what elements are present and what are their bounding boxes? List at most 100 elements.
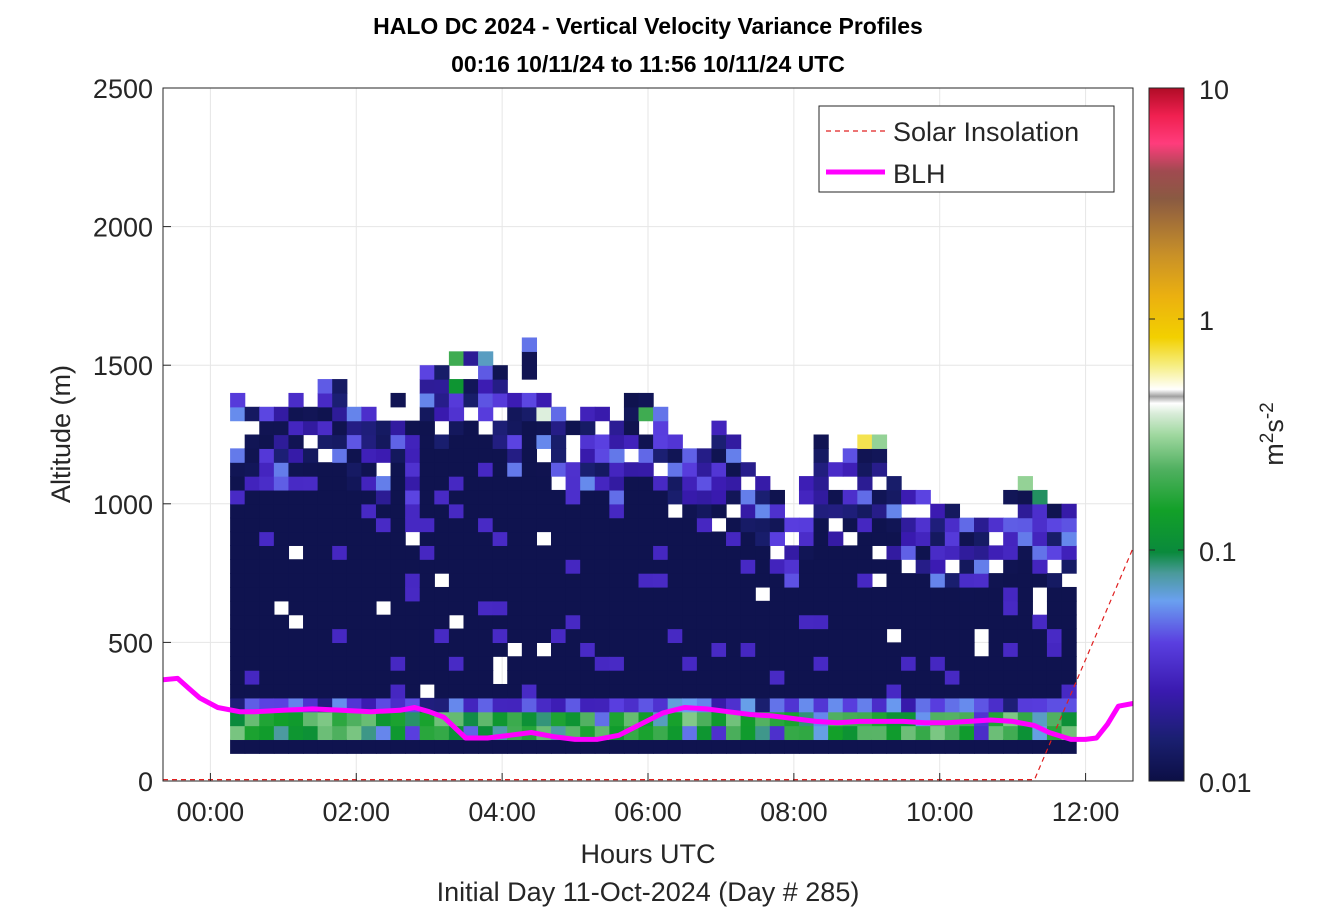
- heatmap-cell: [769, 586, 785, 602]
- colorbar-tick-label: 0.1: [1199, 537, 1237, 567]
- heatmap-cell: [405, 642, 421, 657]
- heatmap-cell: [638, 586, 654, 602]
- heatmap-cell: [638, 503, 654, 519]
- heatmap-cell: [944, 503, 961, 519]
- heatmap-cell: [565, 614, 581, 630]
- heatmap-cell: [332, 379, 348, 394]
- heatmap-cell: [565, 559, 581, 574]
- heatmap-cell: [726, 586, 742, 602]
- heatmap-cell: [726, 656, 742, 671]
- heatmap-cell: [944, 697, 961, 713]
- heatmap-cell: [565, 739, 581, 754]
- heatmap-cell: [332, 573, 348, 588]
- heatmap-cell: [609, 670, 625, 685]
- heatmap-cell: [244, 586, 260, 602]
- heatmap-cell: [521, 642, 538, 657]
- heatmap-cell: [303, 614, 319, 630]
- heatmap-cell: [667, 545, 683, 560]
- heatmap-cell: [813, 448, 829, 463]
- heatmap-cell: [230, 573, 246, 588]
- heatmap-cell: [551, 586, 567, 602]
- heatmap-cell: [492, 392, 508, 408]
- heatmap-cell: [813, 656, 829, 671]
- heatmap-cell: [230, 476, 246, 491]
- heatmap-cell: [784, 656, 800, 671]
- heatmap-cell: [915, 573, 931, 588]
- heatmap-cell: [1046, 739, 1063, 754]
- heatmap-cell: [711, 476, 727, 491]
- heatmap-cell: [594, 545, 610, 560]
- heatmap-cell: [871, 656, 888, 671]
- heatmap-cell: [857, 586, 873, 602]
- heatmap-cell: [842, 503, 858, 519]
- heatmap-cell: [448, 600, 465, 616]
- heatmap-cell: [273, 531, 290, 546]
- heatmap-cell: [521, 670, 538, 685]
- heatmap-cell: [886, 476, 902, 491]
- heatmap-cell: [594, 406, 610, 422]
- heatmap-cell: [711, 683, 727, 699]
- heatmap-cell: [478, 628, 494, 643]
- heatmap-cell: [871, 586, 888, 602]
- heatmap-cell: [638, 448, 654, 463]
- heatmap-cell: [959, 573, 975, 588]
- heatmap-cell: [478, 503, 494, 519]
- heatmap-cell: [944, 531, 961, 546]
- heatmap-cell: [755, 683, 771, 699]
- heatmap-cell: [230, 739, 246, 754]
- heatmap-cell: [930, 642, 946, 657]
- heatmap-cell: [653, 600, 669, 616]
- heatmap-cell: [901, 573, 917, 588]
- heatmap-cell: [871, 614, 888, 630]
- heatmap-cell: [448, 670, 465, 685]
- heatmap-cell: [551, 670, 567, 685]
- heatmap-cell: [1017, 725, 1033, 741]
- heatmap-cell: [1032, 545, 1048, 560]
- heatmap-cell: [857, 517, 873, 533]
- heatmap-cell: [375, 711, 392, 727]
- heatmap-cell: [448, 545, 465, 560]
- heatmap-cell: [448, 697, 465, 713]
- heatmap-cell: [711, 503, 727, 519]
- heatmap-cell: [332, 614, 348, 630]
- heatmap-cell: [915, 739, 931, 754]
- heatmap-cell: [361, 489, 377, 505]
- heatmap-cell: [346, 448, 362, 463]
- chart-subtitle: 00:16 10/11/24 to 11:56 10/11/24 UTC: [451, 51, 845, 77]
- y-tick-label: 2500: [93, 74, 153, 104]
- heatmap-cell: [682, 628, 698, 643]
- heatmap-cell: [623, 739, 640, 754]
- heatmap-cell: [536, 545, 552, 560]
- heatmap-cell: [609, 642, 625, 657]
- heatmap-cell: [813, 670, 829, 685]
- heatmap-cell: [653, 642, 669, 657]
- heatmap-cell: [273, 420, 290, 436]
- heatmap-cell: [390, 448, 406, 463]
- heatmap-cell: [1003, 600, 1019, 616]
- heatmap-cell: [1017, 614, 1033, 630]
- heatmap-cell: [988, 600, 1004, 616]
- heatmap-cell: [857, 642, 873, 657]
- heatmap-cell: [667, 656, 683, 671]
- heatmap-cell: [813, 642, 829, 657]
- heatmap-cell: [434, 365, 450, 380]
- heatmap-cell: [988, 545, 1004, 560]
- heatmap-cell: [623, 697, 640, 713]
- heatmap-cell: [259, 642, 275, 657]
- heatmap-cell: [784, 559, 800, 574]
- heatmap-cell: [478, 351, 494, 366]
- heatmap-cell: [448, 351, 465, 366]
- heatmap-cell: [740, 614, 756, 630]
- heatmap-cell: [886, 614, 902, 630]
- heatmap-cell: [609, 462, 625, 477]
- heatmap-cell: [390, 683, 406, 699]
- heatmap-cell: [638, 573, 654, 588]
- heatmap-cell: [230, 489, 246, 505]
- heatmap-cell: [915, 489, 931, 505]
- heatmap-cell: [259, 614, 275, 630]
- heatmap-cell: [230, 656, 246, 671]
- heatmap-cell: [434, 656, 450, 671]
- heatmap-cell: [813, 600, 829, 616]
- heatmap-cell: [448, 420, 465, 436]
- heatmap-cell: [332, 406, 348, 422]
